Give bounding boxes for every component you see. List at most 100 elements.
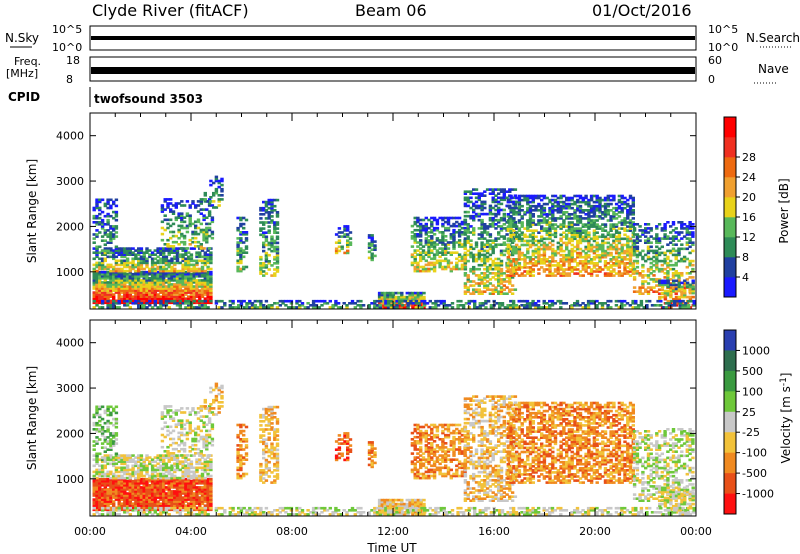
heatmap-cell — [513, 188, 518, 191]
heatmap-cell — [125, 247, 130, 250]
heatmap-cell — [587, 219, 591, 222]
heatmap-cell — [628, 245, 633, 249]
heatmap-cell — [660, 259, 664, 263]
heatmap-cell — [632, 278, 637, 281]
heatmap-cell — [517, 268, 522, 271]
heatmap-cell — [567, 266, 572, 269]
heatmap-cell — [106, 277, 110, 280]
heatmap-cell — [685, 302, 690, 305]
heatmap-cell — [469, 206, 473, 210]
heatmap-cell — [150, 486, 155, 489]
heatmap-cell — [203, 287, 207, 290]
heatmap-cell — [632, 259, 637, 263]
date-title: 01/Oct/2016 — [592, 1, 692, 20]
heatmap-cell — [192, 247, 196, 250]
heatmap-cell — [542, 229, 547, 232]
heatmap-cell — [531, 299, 535, 303]
heatmap-cell — [644, 290, 648, 293]
heatmap-cell — [159, 279, 163, 282]
heatmap-cell — [636, 306, 641, 309]
heatmap-cell — [540, 253, 544, 257]
heatmap-cell — [159, 295, 163, 298]
heatmap-cell — [672, 289, 676, 293]
heatmap-cell — [444, 265, 448, 269]
heatmap-cell — [98, 295, 102, 298]
heatmap-cell — [142, 253, 146, 256]
heatmap-cell — [103, 277, 107, 280]
heatmap-cell — [170, 249, 174, 252]
heatmap-cell — [488, 218, 493, 222]
heatmap-cell — [430, 245, 434, 248]
heatmap-cell — [623, 255, 627, 259]
heatmap-cell — [477, 198, 481, 202]
heatmap-cell — [528, 304, 532, 307]
heatmap-cell — [567, 213, 572, 216]
heatmap-cell — [205, 234, 209, 238]
heatmap-cell — [394, 297, 398, 301]
heatmap-cell — [677, 280, 681, 283]
heatmap-cell — [556, 264, 560, 267]
heatmap-cell — [117, 277, 121, 280]
heatmap-cell — [139, 247, 144, 250]
heatmap-cell — [112, 492, 116, 495]
heatmap-cell — [672, 297, 676, 301]
heatmap-cell — [159, 304, 163, 307]
heatmap-cell — [587, 217, 591, 220]
heatmap-cell — [128, 494, 132, 497]
heatmap-cell — [606, 231, 610, 234]
heatmap-cell — [567, 274, 572, 277]
heatmap-cell — [459, 304, 463, 307]
heatmap-cell — [164, 299, 169, 303]
heatmap-cell — [187, 277, 191, 280]
heatmap-cell — [139, 293, 144, 296]
heatmap-cell — [499, 235, 504, 238]
heatmap-cell — [128, 277, 132, 280]
heatmap-cell — [502, 237, 506, 240]
heatmap-cell — [92, 502, 96, 505]
heatmap-cell — [534, 235, 538, 239]
heatmap-cell — [112, 302, 116, 305]
heatmap-cell — [601, 229, 605, 232]
heatmap-cell — [217, 306, 221, 309]
heatmap-cell — [517, 266, 522, 269]
heatmap-cell — [587, 245, 591, 249]
heatmap-cell — [499, 202, 504, 206]
heatmap-cell — [528, 233, 533, 237]
heatmap-cell — [502, 188, 506, 191]
heatmap-cell — [109, 239, 113, 242]
heatmap-cell — [194, 232, 198, 236]
heatmap-cell — [128, 479, 132, 483]
heatmap-cell — [457, 255, 462, 259]
heatmap-cell — [632, 253, 637, 257]
heatmap-cell — [275, 245, 280, 249]
heatmap-cell — [491, 198, 495, 202]
heatmap-cell — [617, 255, 622, 259]
heatmap-cell — [192, 265, 196, 269]
heatmap-cell — [548, 213, 552, 216]
heatmap-cell — [373, 304, 377, 307]
heatmap-cell — [92, 269, 96, 273]
heatmap-cell — [603, 251, 608, 255]
heatmap-cell — [639, 304, 644, 307]
heatmap-cell — [95, 283, 99, 286]
heatmap-cell — [638, 225, 642, 228]
heatmap-cell — [598, 243, 602, 247]
heatmap-cell — [565, 198, 569, 202]
heatmap-cell — [137, 279, 141, 282]
heatmap-cell — [595, 209, 599, 212]
heatmap-cell — [472, 208, 476, 212]
heatmap-cell — [170, 299, 174, 303]
heatmap-cell — [480, 208, 484, 212]
heatmap-cell — [567, 206, 572, 210]
heatmap-cell — [598, 227, 602, 230]
heatmap-cell — [526, 194, 530, 198]
heatmap-cell — [617, 260, 622, 263]
heatmap-cell — [95, 235, 99, 238]
heatmap-cell — [181, 253, 185, 256]
heatmap-cell — [170, 291, 174, 294]
heatmap-cell — [565, 229, 569, 232]
heatmap-cell — [671, 274, 676, 277]
heatmap-cell — [328, 299, 332, 303]
heatmap-cell — [480, 276, 484, 279]
heatmap-cell — [413, 249, 417, 252]
